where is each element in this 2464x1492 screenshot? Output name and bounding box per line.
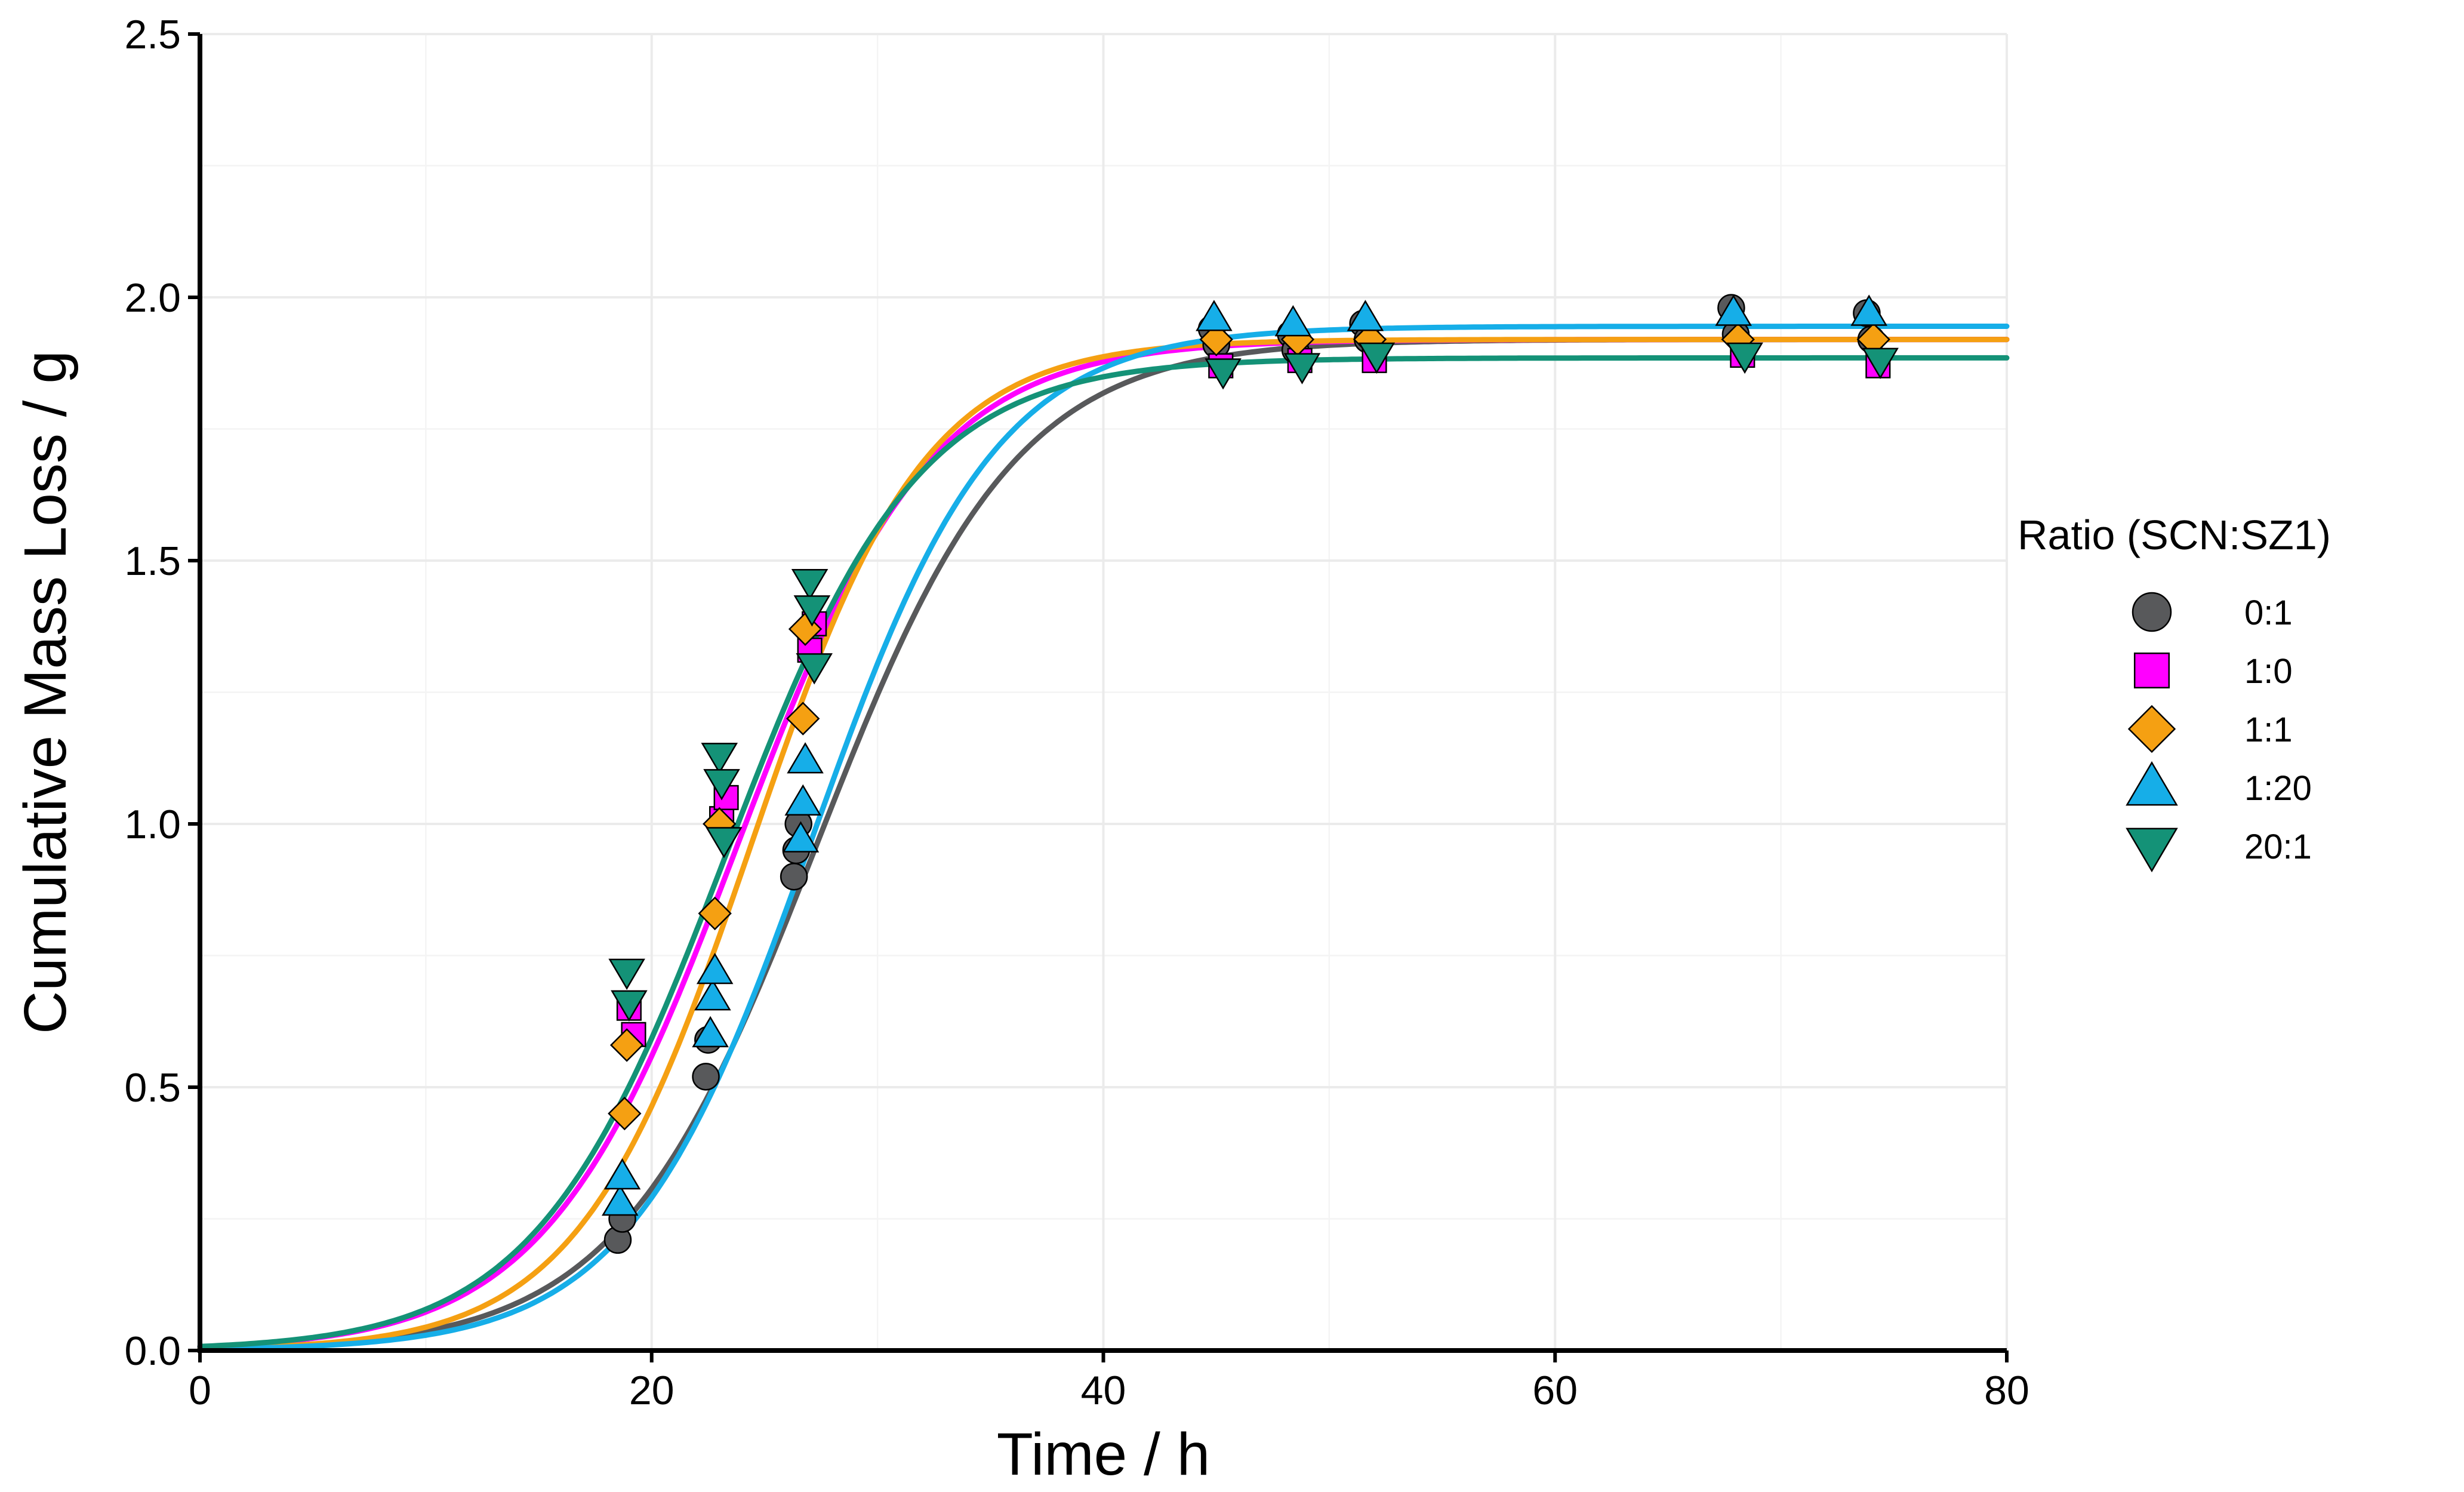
data-point-20-1 xyxy=(608,958,645,990)
data-point-20-1 xyxy=(703,769,740,801)
data-point-1-20 xyxy=(782,821,820,853)
fit-curve-1-1 xyxy=(197,337,2010,1352)
legend-title: Ratio (SCN:SZ1) xyxy=(2018,512,2331,558)
legend-key-1-0 xyxy=(2133,652,2170,689)
legend-key-1-20 xyxy=(2126,761,2178,806)
data-point-1-20 xyxy=(787,742,824,774)
data-point-20-1 xyxy=(1205,358,1242,390)
y-axis-title: Cumulative Mass Loss / g xyxy=(12,350,79,1034)
data-point-20-1 xyxy=(796,653,833,685)
data-point-1-1 xyxy=(608,1096,642,1131)
data-point-20-1 xyxy=(1862,347,1899,379)
legend-label: 1:1 xyxy=(2244,710,2293,749)
data-point-20-1 xyxy=(701,743,738,774)
data-point-1-20 xyxy=(1347,300,1384,331)
legend: Ratio (SCN:SZ1) 0:1 1:0 1:1 1:20 20:1 xyxy=(2018,512,2331,873)
y-tick-label: 1.0 xyxy=(124,802,181,847)
x-tick-label: 40 xyxy=(1081,1368,1126,1413)
data-point-1-1 xyxy=(1199,322,1233,356)
y-tick-label: 2.0 xyxy=(124,275,181,321)
fit-curves xyxy=(197,324,2010,1352)
data-point-1-20 xyxy=(601,1184,639,1216)
x-tick-label: 80 xyxy=(1984,1368,2029,1413)
y-tick-label: 1.5 xyxy=(124,539,181,584)
legend-label: 1:0 xyxy=(2244,652,2293,691)
data-point-20-1 xyxy=(1283,353,1321,384)
legend-label: 0:1 xyxy=(2244,593,2293,632)
data-point-20-1 xyxy=(611,990,648,1022)
data-point-1-20 xyxy=(1196,300,1233,331)
data-point-1-1 xyxy=(698,896,732,931)
legend-key-20-1 xyxy=(2126,827,2178,873)
data-point-1-20 xyxy=(696,952,734,985)
data-point-1-20 xyxy=(692,1016,729,1048)
axes: 0 20 40 60 80 0.0 0.5 1.0 1.5 2.0 2.5 xyxy=(124,12,2029,1413)
grid xyxy=(199,33,2008,1352)
x-axis-title: Time / h xyxy=(997,1421,1210,1488)
fit-curve-20-1 xyxy=(197,355,2010,1349)
legend-key-1-1 xyxy=(2127,705,2176,753)
x-tick-label: 60 xyxy=(1532,1368,1578,1413)
fit-curve-1-20 xyxy=(197,324,2010,1352)
y-tick-label: 0.5 xyxy=(124,1065,181,1110)
data-point-0-1 xyxy=(780,862,808,891)
data-points xyxy=(601,294,1899,1254)
data-point-1-1 xyxy=(609,1028,644,1062)
data-point-20-1 xyxy=(793,595,831,627)
legend-key-0-1 xyxy=(2132,592,2172,632)
data-point-1-20 xyxy=(1274,305,1312,337)
data-point-20-1 xyxy=(1726,342,1763,374)
data-point-20-1 xyxy=(1358,342,1396,374)
legend-label: 1:20 xyxy=(2244,769,2312,808)
data-point-1-20 xyxy=(1715,294,1752,326)
data-point-1-20 xyxy=(694,979,731,1011)
data-point-20-1 xyxy=(706,827,743,859)
x-tick-label: 20 xyxy=(629,1368,674,1413)
data-point-0-1 xyxy=(692,1063,720,1091)
y-tick-label: 0.0 xyxy=(124,1328,181,1374)
data-point-20-1 xyxy=(791,569,828,601)
data-point-1-1 xyxy=(786,702,820,736)
x-tick-label: 0 xyxy=(189,1368,211,1413)
data-point-1-20 xyxy=(784,784,822,816)
y-tick-label: 2.5 xyxy=(124,12,181,57)
legend-items: 0:1 1:0 1:1 1:20 20:1 xyxy=(2126,592,2312,873)
data-point-1-1 xyxy=(788,612,823,646)
legend-label: 20:1 xyxy=(2244,827,2312,866)
data-point-1-20 xyxy=(603,1158,641,1190)
data-point-1-20 xyxy=(1850,294,1887,326)
